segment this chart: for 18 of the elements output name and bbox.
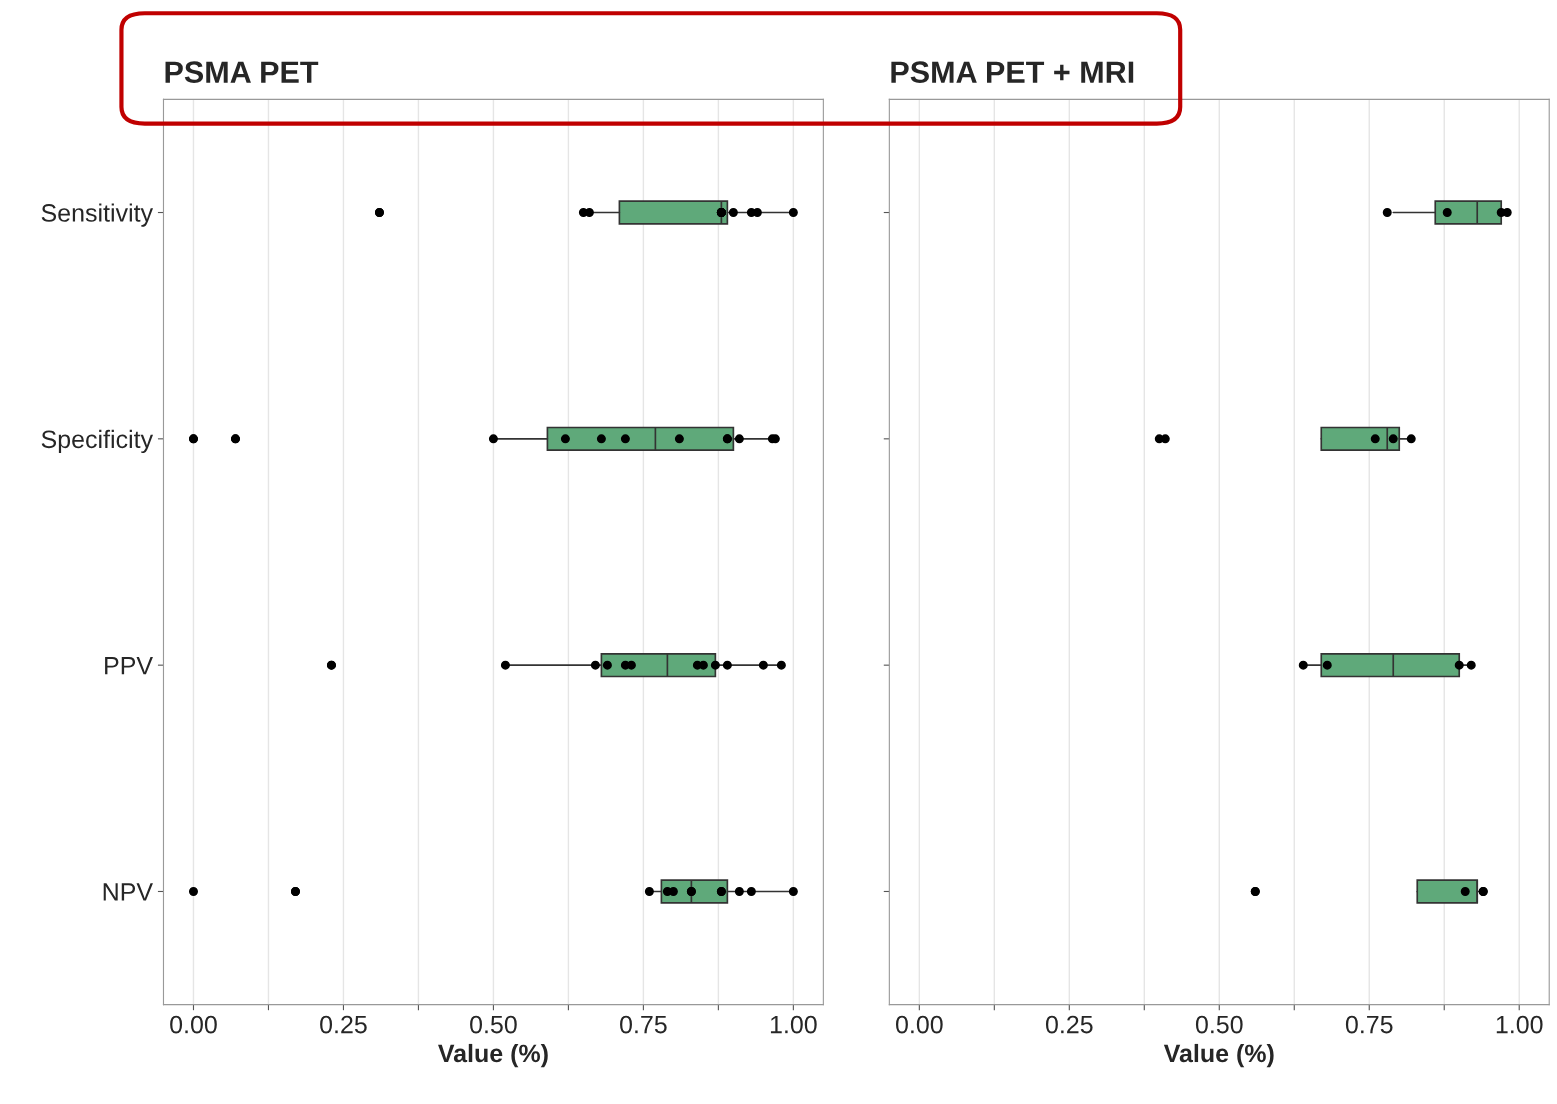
x-tick-label: 0.50 [1195, 1015, 1243, 1034]
x-tick-label: 1.00 [770, 1015, 817, 1034]
chart-title: PSMA PET [165, 61, 319, 83]
y-tick-label: PPV [105, 657, 153, 675]
x-tick-label: 0.00 [895, 1015, 943, 1034]
x-tick-label: 0.00 [170, 1015, 217, 1034]
x-tick-label: 0.75 [1345, 1015, 1393, 1034]
y-tick-label: Specificity [41, 429, 154, 454]
x-tick-label: 0.25 [1045, 1015, 1093, 1034]
x-tick-label: 0.25 [320, 1015, 367, 1034]
y-tick-label: NPV [103, 883, 153, 901]
y-tick-label: Sensitivity [41, 203, 154, 227]
x-axis-title: Value (%) [1163, 1043, 1274, 1068]
x-tick-label: 0.50 [470, 1015, 517, 1034]
x-axis-title: Value (%) [438, 1043, 548, 1068]
x-tick-label: 0.75 [620, 1015, 667, 1034]
x-tick-label: 1.00 [1496, 1015, 1543, 1034]
chart-title: PSMA PET + MRI [891, 61, 1134, 83]
